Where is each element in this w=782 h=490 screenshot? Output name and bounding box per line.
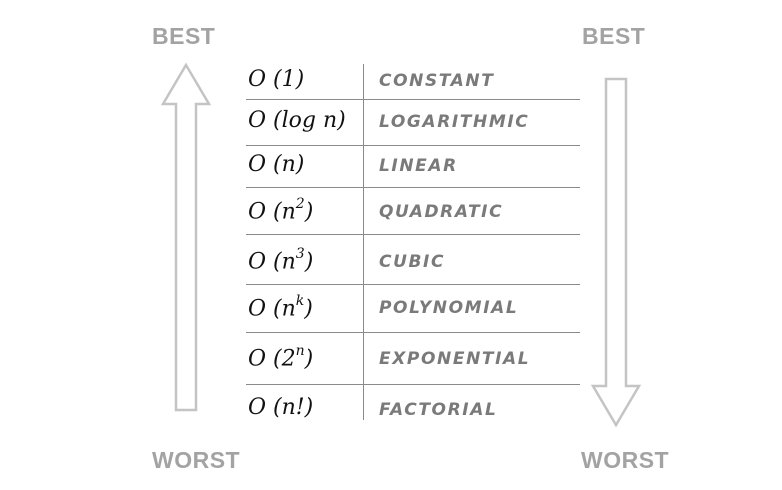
complexity-row: O (n2) QUADRATIC — [246, 188, 580, 235]
complexity-row: O (n!) FACTORIAL — [246, 385, 580, 425]
best-label-right: BEST — [582, 23, 646, 49]
best-label-left: BEST — [152, 23, 216, 49]
complexity-table: O (1) CONSTANT O (log n) LOGARITHMIC O (… — [246, 62, 580, 425]
notation: O (log n) — [248, 108, 346, 133]
complexity-name: LINEAR — [379, 156, 458, 176]
column-divider — [363, 64, 364, 420]
worst-label-left: WORST — [152, 447, 241, 473]
complexity-name: LOGARITHMIC — [379, 112, 530, 132]
down-arrow-icon — [590, 77, 642, 428]
complexity-row: O (log n) LOGARITHMIC — [246, 100, 580, 146]
notation: O (1) — [248, 67, 305, 92]
notation: O (n!) — [248, 395, 314, 420]
complexity-row: O (1) CONSTANT — [246, 62, 580, 100]
complexity-row: O (2n) EXPONENTIAL — [246, 333, 580, 385]
up-arrow-icon — [160, 62, 212, 412]
notation: O (n2) — [248, 196, 314, 225]
notation: O (n) — [248, 152, 305, 177]
notation: O (n3) — [248, 246, 314, 275]
worst-label-right: WORST — [581, 447, 670, 473]
complexity-name: QUADRATIC — [379, 202, 504, 222]
complexity-row: O (nk) POLYNOMIAL — [246, 285, 580, 333]
complexity-row: O (n) LINEAR — [246, 146, 580, 188]
notation: O (nk) — [248, 293, 313, 322]
notation: O (2n) — [248, 343, 314, 372]
complexity-name: CONSTANT — [379, 71, 495, 91]
complexity-name: POLYNOMIAL — [379, 298, 519, 318]
complexity-name: CUBIC — [379, 252, 446, 272]
complexity-name: EXPONENTIAL — [379, 349, 531, 369]
complexity-name: FACTORIAL — [379, 400, 498, 420]
complexity-row: O (n3) CUBIC — [246, 235, 580, 285]
